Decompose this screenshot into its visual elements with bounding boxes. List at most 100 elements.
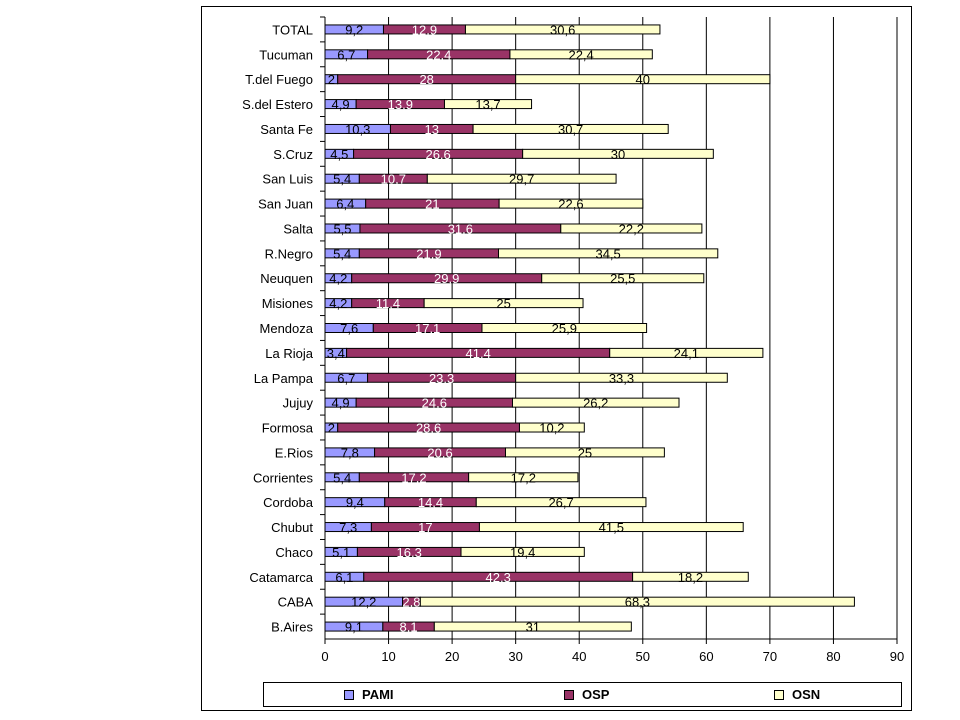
bar-osn [433,621,632,632]
category-label: La Rioja [265,346,313,361]
data-label-osp: 26,6 [425,147,450,162]
data-label-osn: 19,4 [510,545,535,560]
data-label-osn: 26,7 [548,495,573,510]
data-label-osp: 17,2 [401,470,426,485]
data-label-osn: 31 [526,620,540,635]
data-label-osn: 25,9 [552,321,577,336]
data-label-pami: 7,6 [340,321,358,336]
bar-osn [460,546,585,557]
category-label: Jujuy [283,396,314,411]
data-label-osp: 17,1 [415,321,440,336]
data-label-osn: 18,2 [678,570,703,585]
data-label-osp: 12,9 [412,22,437,37]
data-label-pami: 2 [328,72,335,87]
data-label-osp: 13 [425,122,439,137]
category-label: T.del Fuego [245,72,313,87]
data-label-osp: 29,9 [434,271,459,286]
bar-osn [515,74,771,85]
data-label-pami: 9,4 [346,495,364,510]
x-tick-label: 90 [890,649,904,664]
category-label: Santa Fe [260,122,313,137]
data-label-pami: 4,9 [332,97,350,112]
bar-osn [560,223,703,234]
data-label-osp: 2,8 [402,595,420,610]
bar-osn [541,273,705,284]
bar-osn [426,173,617,184]
category-label: Tucuman [259,47,313,62]
data-label-osn: 24,1 [674,346,699,361]
category-label: Catamarca [249,570,313,585]
data-label-osp: 28,6 [416,421,441,436]
data-label-pami: 3,4 [327,346,345,361]
x-tick-label: 80 [826,649,840,664]
bar-osn [632,571,749,582]
data-label-pami: 9,1 [345,620,363,635]
bar-osn [504,447,665,458]
category-label: S.Cruz [273,147,313,162]
legend-swatch-pami [344,689,354,700]
data-label-osp: 24,6 [422,396,447,411]
data-label-pami: 10,3 [345,122,370,137]
chart-frame [201,6,912,711]
bar-osn [478,522,744,533]
data-label-pami: 4,9 [332,396,350,411]
bar-osn [509,49,653,60]
legend-label-osn: OSN [792,687,821,702]
data-label-pami: 5,4 [333,172,351,187]
data-label-pami: 7,3 [339,520,357,535]
x-tick-label: 50 [636,649,650,664]
data-label-osn: 30,6 [550,22,575,37]
data-label-osn: 10,2 [539,421,564,436]
data-label-osp: 42,3 [486,570,511,585]
data-label-osp: 41,4 [466,346,491,361]
data-label-pami: 12,2 [351,595,376,610]
data-label-pami: 5,5 [333,221,351,236]
data-label-pami: 6,1 [335,570,353,585]
data-label-osn: 68,3 [625,595,650,610]
x-tick-label: 10 [381,649,395,664]
data-label-osn: 22,6 [558,197,583,212]
data-label-osn: 25 [578,445,592,460]
bar-osn [481,323,648,333]
bar-osn [475,497,647,508]
data-label-osn: 17,2 [511,470,536,485]
data-label-osp: 21 [425,197,439,212]
data-label-pami: 4,2 [329,296,347,311]
data-label-osn: 41,5 [599,520,624,535]
data-label-pami: 4,2 [329,271,347,286]
category-label: Mendoza [260,321,314,336]
bar-osn [419,596,855,607]
x-tick-label: 70 [763,649,777,664]
data-label-osn: 33,3 [609,371,634,386]
bar-osn [522,148,714,159]
category-label: Chaco [275,545,313,560]
legend-item-pami: PAMI [344,687,394,702]
x-tick-label: 0 [321,649,328,664]
data-label-osn: 26,2 [583,396,608,411]
chart-legend: PAMI OSP OSN [263,682,902,707]
data-label-pami: 4,5 [330,147,348,162]
data-label-osn: 22,4 [568,47,593,62]
category-label: Neuquen [260,271,313,286]
data-label-osn: 25 [496,296,510,311]
legend-label-osp: OSP [582,687,610,702]
category-label: CABA [278,595,314,610]
x-tick-label: 60 [699,649,713,664]
data-label-osn: 13,7 [475,97,500,112]
bar-osn [498,248,719,259]
data-label-osp: 8,1 [400,620,418,635]
data-label-osp: 23,3 [429,371,454,386]
bar-osn [498,198,644,209]
data-label-osp: 13,9 [388,97,413,112]
data-label-osp: 14,4 [418,495,443,510]
bar-osn [443,99,533,110]
x-tick-label: 30 [508,649,522,664]
data-label-osp: 20,6 [427,445,452,460]
category-label: San Luis [262,172,313,187]
data-label-pami: 5,4 [333,246,351,261]
category-label: Corrientes [253,470,313,485]
data-label-osp: 31,6 [448,221,473,236]
x-tick-label: 40 [572,649,586,664]
data-label-pami: 5,4 [333,470,351,485]
